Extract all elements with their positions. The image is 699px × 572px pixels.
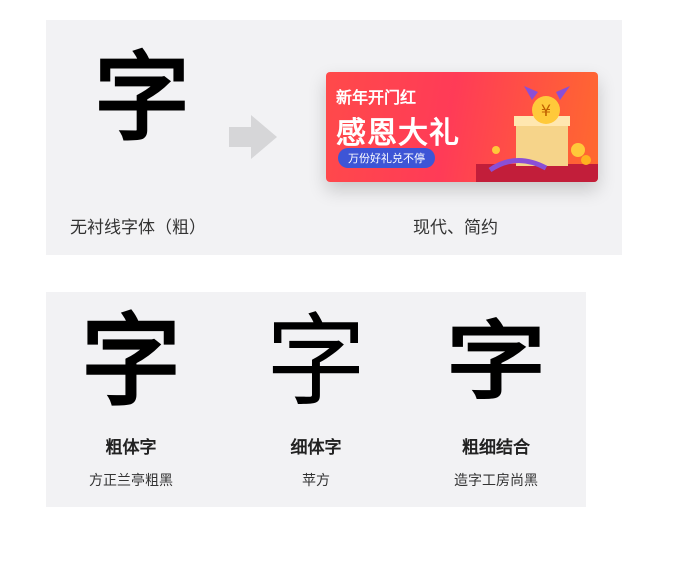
gift-box-illustration-icon: ¥ [476,86,598,182]
banner-line2: 感恩大礼 [336,116,460,151]
intro-panel: 字 新年开门红 感恩大礼 万份好礼兑不停 ¥ 无衬线字体（粗） 现代、简约 [46,20,622,255]
glyph-mixed: 字 [446,311,546,412]
glyph-bold: 字 [81,303,181,420]
font-sample-bold: 字 粗体字 方正兰亭粗黑 [46,312,216,490]
font-family-name: 苹方 [302,473,330,489]
glyph-mixed-wrap: 字 [411,312,581,417]
arrow-right-icon [229,115,277,159]
font-style-title: 粗细结合 [462,438,530,458]
font-sample-mixed: 字 粗细结合 造字工房尚黑 [411,312,581,490]
promo-banner-example: 新年开门红 感恩大礼 万份好礼兑不停 ¥ [326,72,598,182]
svg-text:¥: ¥ [541,101,551,120]
font-style-title: 细体字 [290,438,342,458]
font-style-title: 粗体字 [105,438,157,458]
sample-glyph-bold: 字 [94,42,190,154]
banner-pill: 万份好礼兑不停 [338,148,435,168]
caption-sans-serif-bold: 无衬线字体（粗） [70,218,206,238]
banner-line1: 新年开门红 [336,88,417,107]
font-sample-thin: 字 细体字 苹方 [231,312,401,490]
caption-modern-simple: 现代、简约 [413,218,498,238]
font-comparison-panel: 字 粗体字 方正兰亭粗黑 字 细体字 苹方 字 粗细结合 造字工房尚黑 [46,292,586,507]
glyph-thin: 字 [266,303,366,420]
font-family-name: 方正兰亭粗黑 [89,473,173,489]
font-family-name: 造字工房尚黑 [454,473,538,489]
